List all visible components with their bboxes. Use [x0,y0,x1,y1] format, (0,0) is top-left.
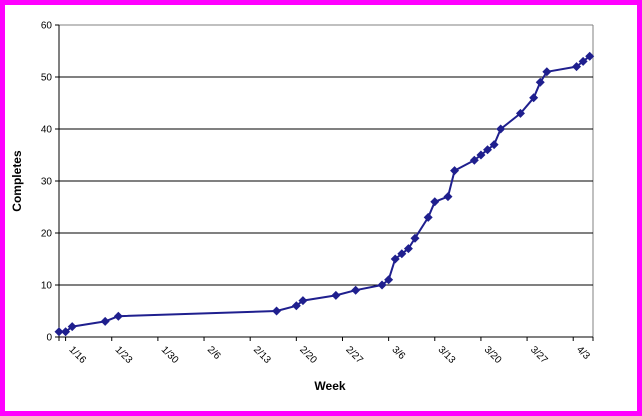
data-point-marker [483,145,493,155]
data-point-marker [430,197,440,207]
y-tick-label: 40 [41,125,53,136]
data-point-marker [423,212,433,222]
x-axis-title: Week [314,379,346,393]
data-point-marker [377,280,387,290]
data-point-marker [397,249,407,259]
data-point-marker [469,155,479,165]
x-tick-label: 1/30 [159,344,181,366]
data-point-marker [450,166,460,176]
data-point-marker [515,108,525,118]
data-point-marker [542,67,552,77]
data-point-marker [100,316,110,326]
completes-line-chart: 0 10 20 30 40 50 60 1/16 1/23 1/30 2/6 2/13 2/20 2/27… [41,21,595,366]
y-tick-label: 60 [41,21,53,32]
data-point-marker [390,254,400,264]
data-point-marker [572,62,582,72]
y-tick-label: 0 [46,333,52,344]
data-point-marker [67,322,77,332]
x-tick-label: 2/27 [343,344,365,366]
y-tick-label: 10 [41,281,53,292]
y-tick-label: 20 [41,229,53,240]
data-point-marker [351,285,361,295]
x-tick-label: 2/20 [297,344,319,366]
data-point-marker [489,140,499,150]
data-point-marker [529,93,539,103]
data-point-marker [298,296,308,306]
data-point-marker [403,244,413,254]
x-tick-label: 3/27 [528,344,550,366]
x-tick-label: 3/20 [482,344,504,366]
x-tick-label: 2/13 [251,344,273,366]
data-point-marker [578,56,588,66]
data-point-marker [291,301,301,311]
data-point-marker [61,327,71,337]
data-point-marker [384,275,394,285]
data-point-marker [113,311,123,321]
y-tick-label: 50 [41,73,53,84]
data-line [58,55,591,333]
x-tick-label: 1/23 [113,344,135,366]
x-tick-label: 4/3 [574,344,592,362]
data-point-marker [535,77,545,87]
x-tick-label: 3/13 [436,344,458,366]
x-tick-label: 1/16 [66,344,88,366]
y-axis-title: Completes [10,150,24,212]
data-point-marker [410,233,420,243]
y-tick-label: 30 [41,177,53,188]
data-point-marker [54,327,64,337]
x-tick-label: 2/6 [205,344,223,362]
data-point-marker [585,51,595,61]
data-point-marker [331,290,341,300]
data-point-marker [476,150,486,160]
data-point-marker [272,306,282,316]
data-point-marker [496,124,506,134]
data-point-marker [443,192,453,202]
x-tick-label: 3/6 [390,344,408,362]
